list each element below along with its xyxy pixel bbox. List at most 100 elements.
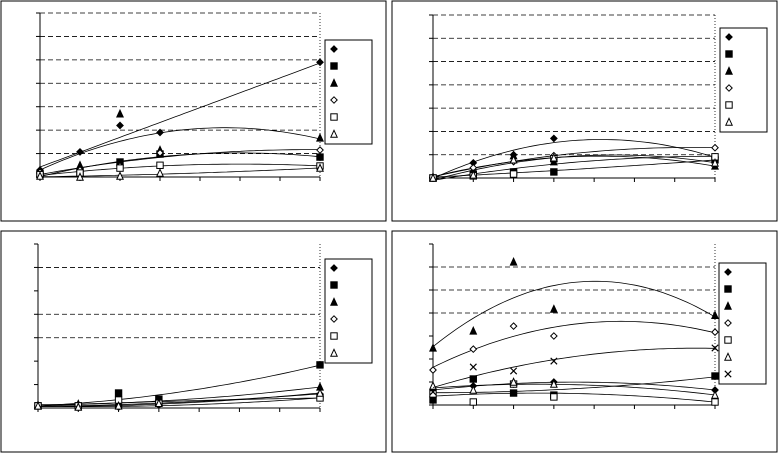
trendline bbox=[432, 383, 716, 396]
marker bbox=[330, 264, 338, 272]
trendline bbox=[432, 154, 716, 181]
trendline bbox=[39, 167, 321, 178]
point bbox=[711, 310, 719, 319]
marker bbox=[725, 33, 733, 41]
legend bbox=[719, 27, 768, 133]
point bbox=[316, 153, 324, 161]
point bbox=[711, 143, 719, 152]
chart-panel bbox=[0, 0, 387, 222]
point bbox=[711, 328, 719, 336]
point bbox=[316, 361, 324, 369]
point bbox=[316, 146, 324, 154]
point bbox=[711, 390, 719, 399]
panel-frame bbox=[0, 230, 387, 453]
trendline bbox=[39, 127, 321, 171]
point bbox=[711, 398, 719, 406]
trendline bbox=[39, 163, 321, 176]
point bbox=[316, 58, 324, 67]
legend-frame bbox=[324, 258, 373, 364]
trendline bbox=[432, 347, 715, 388]
point bbox=[509, 322, 518, 331]
trendline bbox=[39, 149, 320, 175]
trendline bbox=[37, 397, 321, 407]
trendline bbox=[37, 364, 321, 407]
chart-panel bbox=[391, 0, 778, 222]
point bbox=[509, 367, 518, 375]
marker bbox=[330, 315, 338, 323]
point bbox=[154, 398, 163, 408]
marker bbox=[725, 117, 733, 126]
point bbox=[156, 128, 164, 137]
trendline bbox=[432, 280, 716, 348]
marker bbox=[724, 352, 732, 361]
point bbox=[549, 379, 558, 388]
marker bbox=[330, 45, 338, 53]
point bbox=[711, 157, 719, 167]
chart-panel bbox=[0, 230, 387, 453]
point bbox=[469, 170, 478, 179]
point bbox=[316, 163, 324, 172]
point bbox=[469, 326, 478, 335]
point bbox=[76, 172, 84, 181]
marker bbox=[724, 285, 732, 293]
point bbox=[114, 401, 123, 410]
point bbox=[116, 164, 124, 172]
panel-frame bbox=[391, 0, 778, 222]
trendline bbox=[432, 147, 716, 178]
marker bbox=[724, 301, 732, 310]
point bbox=[34, 401, 42, 410]
marker bbox=[330, 113, 338, 121]
legend bbox=[324, 258, 373, 364]
point bbox=[74, 402, 83, 411]
marker bbox=[725, 50, 733, 58]
point bbox=[429, 388, 437, 396]
point bbox=[711, 344, 719, 352]
point bbox=[549, 134, 558, 143]
trendline bbox=[432, 320, 716, 368]
point bbox=[550, 393, 558, 401]
point bbox=[469, 345, 478, 354]
marker bbox=[724, 268, 732, 276]
point bbox=[550, 168, 558, 176]
marker bbox=[330, 62, 338, 70]
point bbox=[469, 385, 478, 394]
point bbox=[549, 152, 558, 162]
point bbox=[469, 398, 477, 406]
point bbox=[429, 343, 437, 352]
marker bbox=[725, 101, 733, 109]
legend-frame bbox=[719, 27, 768, 133]
panel-frame bbox=[0, 0, 387, 222]
marker bbox=[724, 370, 732, 378]
point bbox=[156, 161, 164, 169]
point bbox=[509, 170, 518, 178]
point bbox=[509, 154, 518, 164]
legend-frame bbox=[324, 39, 373, 145]
point bbox=[116, 108, 124, 118]
trendline bbox=[38, 392, 321, 407]
point bbox=[509, 257, 518, 266]
marker bbox=[330, 78, 338, 87]
point bbox=[549, 304, 558, 313]
point bbox=[116, 171, 124, 180]
point bbox=[429, 173, 437, 182]
point bbox=[316, 388, 324, 397]
marker bbox=[330, 281, 338, 289]
legend bbox=[718, 262, 767, 385]
point bbox=[429, 390, 437, 398]
trendline bbox=[432, 392, 716, 403]
panel-frame bbox=[391, 230, 778, 453]
marker bbox=[330, 348, 338, 357]
trendline bbox=[39, 62, 321, 168]
marker bbox=[725, 84, 733, 92]
marker bbox=[725, 66, 733, 75]
trendline bbox=[432, 159, 716, 178]
point bbox=[156, 168, 164, 177]
marker bbox=[330, 129, 338, 138]
point bbox=[114, 389, 123, 397]
marker bbox=[724, 336, 732, 344]
trendline bbox=[432, 139, 716, 179]
marker bbox=[330, 96, 338, 104]
marker bbox=[330, 297, 338, 306]
